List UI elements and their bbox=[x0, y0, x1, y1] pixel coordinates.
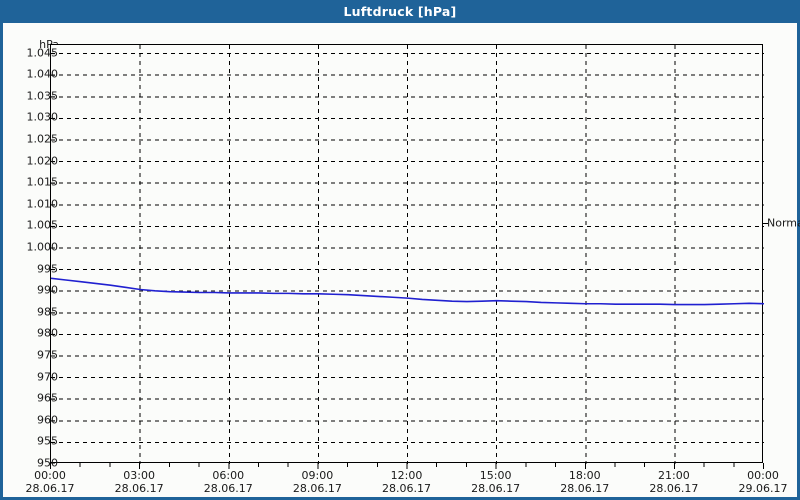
x-axis-tick-time: 12:00 bbox=[390, 469, 423, 482]
chart-canvas: hPa Normal 1.0451.0401.0351.0301.0251.02… bbox=[3, 23, 800, 497]
x-axis-tick-time: 00:00 bbox=[747, 469, 779, 482]
x-axis-tick-date: 28.06.17 bbox=[203, 482, 253, 495]
x-axis-tick-date: 28.06.17 bbox=[382, 482, 431, 495]
y-axis-tick-label: 1.045 bbox=[26, 46, 59, 60]
x-axis-tick-date: 28.06.17 bbox=[114, 482, 164, 495]
data-series-line bbox=[51, 277, 764, 306]
y-axis-tick-label: 1.020 bbox=[26, 154, 59, 168]
grid-lines bbox=[51, 45, 764, 464]
y-axis-tick-label: 990 bbox=[37, 283, 58, 297]
x-axis-tick-time: 00:00 bbox=[34, 469, 66, 482]
x-axis-tick-label: 06:00 28.06.17 bbox=[204, 469, 253, 495]
x-axis-tick-time: 15:00 bbox=[479, 469, 512, 482]
y-axis-tick-label: 985 bbox=[37, 305, 58, 319]
window-title-bar: Luftdruck [hPa] bbox=[0, 0, 800, 23]
pressure-line bbox=[51, 277, 764, 306]
x-axis-tick-time: 09:00 bbox=[301, 469, 334, 482]
y-axis-tick-label: 1.025 bbox=[26, 132, 59, 146]
x-axis-tick-label: 21:00 28.06.17 bbox=[649, 469, 698, 495]
x-axis-tick-date: 28.06.17 bbox=[292, 482, 342, 495]
y-axis-tick-label: 975 bbox=[37, 348, 58, 362]
x-axis-tick-time: 18:00 bbox=[568, 469, 601, 482]
x-axis-tick-label: 18:00 28.06.17 bbox=[560, 469, 609, 495]
x-axis-tick-label: 00:00 28.06.17 bbox=[26, 469, 75, 495]
x-axis-tick-time: 06:00 bbox=[212, 469, 245, 482]
y-axis-tick-label: 1.010 bbox=[26, 197, 59, 211]
y-axis-tick-label: 1.040 bbox=[26, 67, 59, 81]
y-axis-tick-label: 960 bbox=[37, 413, 58, 427]
x-axis-tick-label: 12:00 28.06.17 bbox=[382, 469, 431, 495]
x-axis-tick-time: 21:00 bbox=[658, 469, 690, 482]
normal-reference-tick bbox=[763, 223, 768, 225]
x-axis-tick-date: 28.06.17 bbox=[471, 482, 521, 495]
x-axis-tick-label: 09:00 28.06.17 bbox=[293, 469, 342, 495]
x-axis-tick-date: 29.06.17 bbox=[738, 482, 788, 495]
y-axis-tick-label: 955 bbox=[37, 434, 58, 448]
y-axis-tick-label: 1.005 bbox=[26, 218, 59, 232]
y-axis-tick-label: 995 bbox=[37, 262, 58, 276]
y-axis-tick-label: 950 bbox=[37, 456, 58, 470]
plot-area bbox=[50, 44, 764, 464]
x-axis-tick-label: 00:00 29.06.17 bbox=[739, 469, 788, 495]
page-title: Luftdruck [hPa] bbox=[343, 4, 457, 19]
x-axis-tick-date: 28.06.17 bbox=[649, 482, 699, 495]
y-axis-tick-label: 1.035 bbox=[26, 89, 59, 103]
x-axis-minor-ticks bbox=[50, 463, 764, 469]
x-axis-tick-time: 03:00 bbox=[123, 469, 155, 482]
y-axis-tick-label: 1.015 bbox=[26, 175, 59, 189]
y-axis-tick-label: 1.030 bbox=[26, 110, 59, 124]
x-axis-tick-date: 28.06.17 bbox=[560, 482, 610, 495]
x-axis-tick-label: 15:00 28.06.17 bbox=[471, 469, 520, 495]
y-axis-tick-label: 1.000 bbox=[26, 240, 59, 254]
y-axis-tick-label: 965 bbox=[37, 391, 58, 405]
y-axis-tick-label: 970 bbox=[37, 370, 58, 384]
x-axis-tick-date: 28.06.17 bbox=[25, 482, 75, 495]
y-axis-tick-label: 980 bbox=[37, 326, 58, 340]
x-axis-tick-label: 03:00 28.06.17 bbox=[115, 469, 164, 495]
normal-reference-label: Normal bbox=[767, 216, 800, 230]
